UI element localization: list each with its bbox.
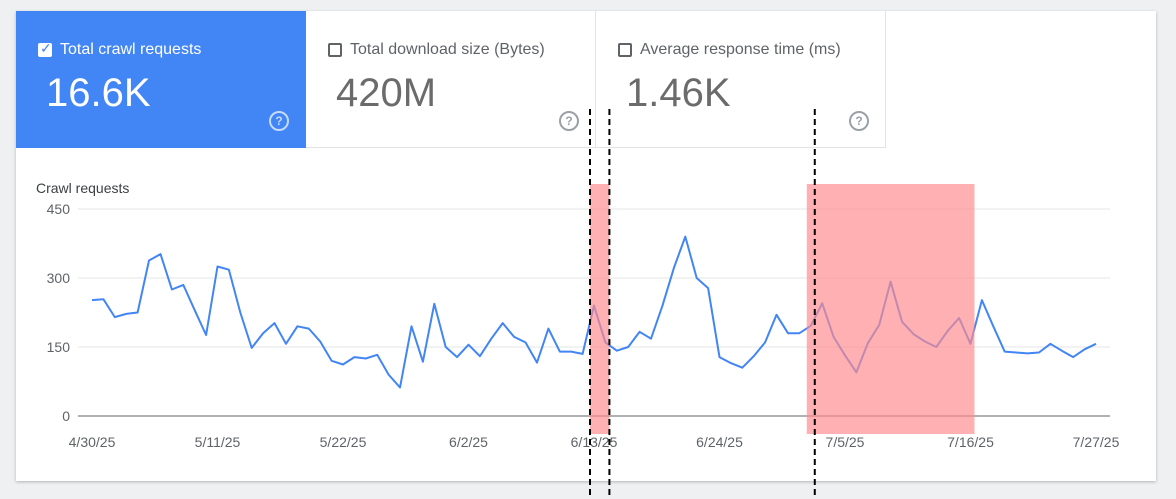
x-tick-label: 7/27/25 bbox=[1073, 434, 1120, 450]
x-tick-label: 6/13/25 bbox=[571, 434, 618, 450]
tab-total-crawl-requests[interactable]: ✓ Total crawl requests 16.6K ? bbox=[16, 11, 306, 148]
highlight-band bbox=[806, 184, 975, 434]
tab-label: Total download size (Bytes) bbox=[350, 41, 545, 58]
checkbox-total-crawl-requests[interactable]: ✓ bbox=[38, 40, 52, 57]
y-tick-label: 0 bbox=[62, 408, 70, 424]
checkbox-average-response-time[interactable] bbox=[618, 43, 632, 57]
highlight-band bbox=[590, 184, 610, 434]
y-tick-label: 300 bbox=[47, 270, 71, 286]
help-icon[interactable]: ? bbox=[269, 111, 289, 131]
help-icon[interactable]: ? bbox=[849, 111, 869, 131]
tab-label: Average response time (ms) bbox=[640, 41, 841, 58]
x-tick-label: 6/2/25 bbox=[449, 434, 488, 450]
x-tick-label: 7/5/25 bbox=[826, 434, 865, 450]
metric-value: 16.6K bbox=[46, 71, 151, 115]
metric-value: 1.46K bbox=[626, 71, 731, 115]
tab-label: Total crawl requests bbox=[60, 41, 202, 58]
tab-total-download-size[interactable]: Total download size (Bytes) 420M ? bbox=[306, 11, 596, 148]
x-tick-label: 5/22/25 bbox=[320, 434, 367, 450]
checkmark-icon: ✓ bbox=[40, 40, 52, 56]
x-tick-label: 6/24/25 bbox=[696, 434, 743, 450]
y-tick-label: 150 bbox=[47, 339, 71, 355]
chart-title: Crawl requests bbox=[36, 180, 130, 196]
x-tick-label: 7/16/25 bbox=[947, 434, 994, 450]
metric-value: 420M bbox=[336, 71, 437, 115]
help-icon[interactable]: ? bbox=[559, 111, 579, 131]
tab-average-response-time[interactable]: Average response time (ms) 1.46K ? bbox=[596, 11, 886, 148]
x-tick-label: 4/30/25 bbox=[69, 434, 116, 450]
y-tick-label: 450 bbox=[47, 201, 71, 217]
checkbox-total-download-size[interactable] bbox=[328, 43, 342, 57]
x-tick-label: 5/11/25 bbox=[195, 434, 241, 450]
